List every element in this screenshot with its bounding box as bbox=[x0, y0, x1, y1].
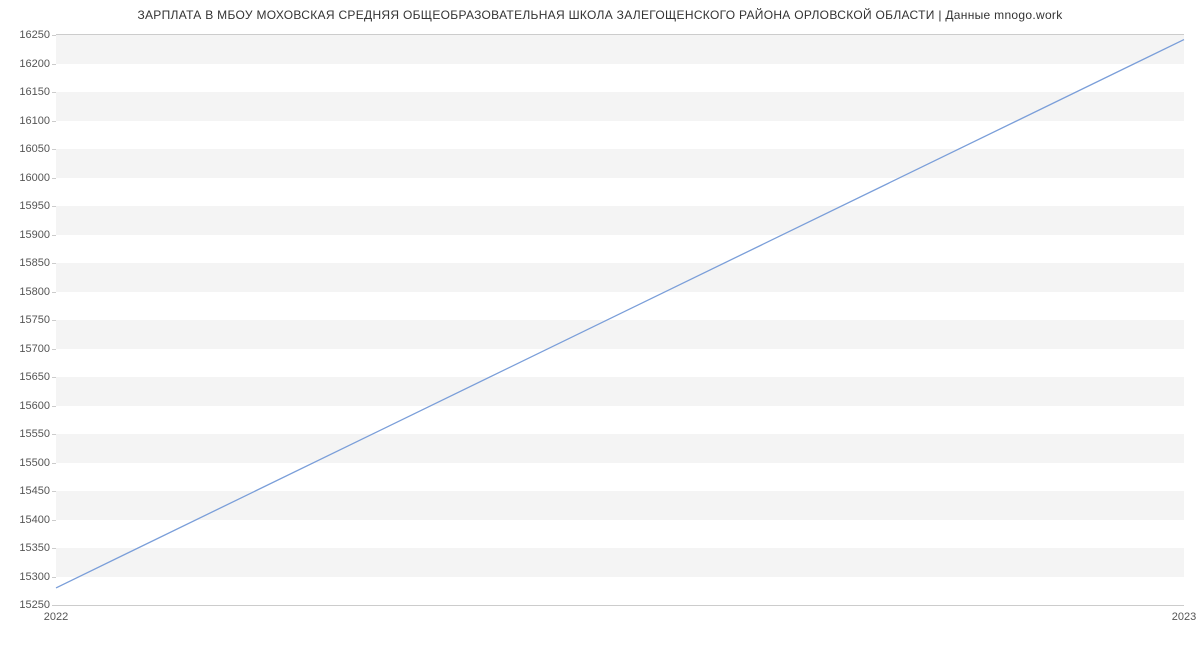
y-tick-label: 15950 bbox=[19, 200, 50, 212]
y-tick-label: 16250 bbox=[19, 29, 50, 41]
y-tick-label: 15800 bbox=[19, 286, 50, 298]
salary-line-chart: ЗАРПЛАТА В МБОУ МОХОВСКАЯ СРЕДНЯЯ ОБЩЕОБ… bbox=[0, 0, 1200, 650]
x-tick-label: 2023 bbox=[1172, 611, 1196, 623]
y-tick-label: 16100 bbox=[19, 115, 50, 127]
y-tick-label: 15500 bbox=[19, 457, 50, 469]
y-tick-label: 15650 bbox=[19, 371, 50, 383]
chart-title: ЗАРПЛАТА В МБОУ МОХОВСКАЯ СРЕДНЯЯ ОБЩЕОБ… bbox=[0, 8, 1200, 22]
y-tick-label: 15750 bbox=[19, 314, 50, 326]
y-tick-label: 15350 bbox=[19, 542, 50, 554]
y-tick-label: 15450 bbox=[19, 485, 50, 497]
y-tick-label: 16050 bbox=[19, 143, 50, 155]
y-tick-label: 16200 bbox=[19, 58, 50, 70]
plot-area: 1525015300153501540015450155001555015600… bbox=[56, 34, 1184, 606]
y-tick-label: 15700 bbox=[19, 343, 50, 355]
y-tick-label: 16000 bbox=[19, 172, 50, 184]
x-tick-label: 2022 bbox=[44, 611, 68, 623]
y-tick-label: 15400 bbox=[19, 514, 50, 526]
y-tick-label: 15300 bbox=[19, 571, 50, 583]
y-tick-label: 15850 bbox=[19, 257, 50, 269]
y-tick-label: 15550 bbox=[19, 428, 50, 440]
y-tick-label: 15900 bbox=[19, 229, 50, 241]
y-tick-label: 16150 bbox=[19, 86, 50, 98]
series-salary bbox=[56, 40, 1184, 588]
y-tick-label: 15600 bbox=[19, 400, 50, 412]
line-series bbox=[56, 35, 1184, 605]
y-tick-label: 15250 bbox=[19, 599, 50, 611]
y-tick-mark bbox=[52, 605, 56, 606]
